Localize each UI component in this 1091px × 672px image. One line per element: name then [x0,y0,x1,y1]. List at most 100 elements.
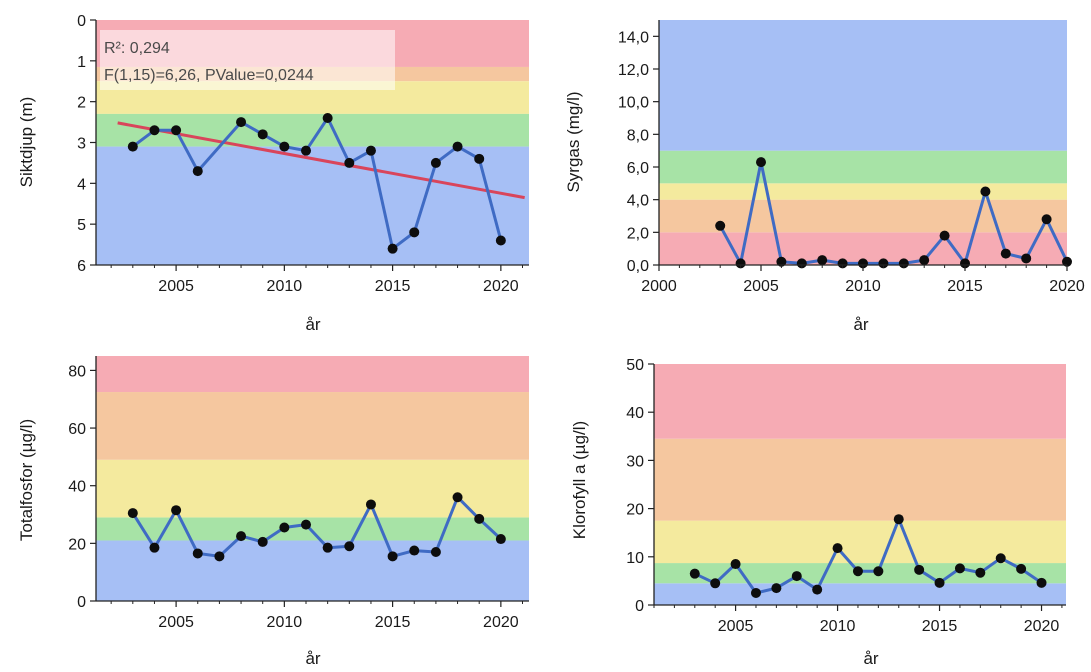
x-tick-label: 2005 [743,278,779,295]
x-tick-label: 2020 [1024,618,1060,635]
data-point [1021,253,1032,264]
y-tick-label: 3 [77,136,86,153]
y-tick-label: 5 [77,217,86,234]
data-point [771,583,782,594]
data-point [995,553,1006,564]
data-point [236,117,247,128]
data-point [149,542,160,553]
class-band [96,356,529,393]
x-tick-label: 2015 [922,618,958,635]
data-point [495,534,506,545]
data-point [344,157,355,168]
data-point [919,255,930,266]
data-point [214,551,225,562]
data-point [837,258,848,269]
y-tick-label: 2 [77,95,86,112]
x-tick-label: 2005 [158,614,194,631]
data-point [832,543,843,554]
data-point [192,166,203,177]
data-point [878,258,889,269]
data-point [1036,577,1047,588]
class-band [96,146,529,265]
class-band [96,392,529,460]
x-tick-label: 2020 [483,614,519,631]
data-point [812,584,823,595]
y-tick-label: 50 [626,357,644,374]
y-tick-label: 0 [77,13,86,30]
y-tick-label: 4 [77,176,86,193]
data-point [914,564,925,575]
data-point [365,145,376,156]
y-tick-label: 8,0 [627,127,649,144]
data-point [715,220,726,231]
data-point [301,145,312,156]
data-point [149,125,160,136]
class-band [659,183,1067,200]
data-point [236,531,247,542]
data-point [192,548,203,559]
y-tick-label: 10 [626,550,644,567]
y-tick-label: 6,0 [627,160,649,177]
y-tick-label: 10,0 [618,95,649,112]
y-tick-label: 0,0 [627,258,649,275]
y-tick-label: 20 [626,502,644,519]
x-tick-label: 2005 [158,278,194,295]
x-tick-label: 2005 [718,618,754,635]
data-point [474,513,485,524]
annotation-background [100,30,395,90]
data-point [452,492,463,503]
trend-line [117,121,525,200]
class-band [96,459,529,518]
y-tick-label: 0 [77,594,86,611]
y-axis-label: Totalfosfor (µg/l) [17,419,36,541]
y-axis-label: Klorofyll a (µg/l) [570,421,589,539]
data-point [1062,256,1072,267]
y-tick-label: 14,0 [618,29,649,46]
data-point [852,566,863,577]
data-point [387,551,398,562]
data-point [452,141,463,152]
x-tick-label: 2010 [267,614,303,631]
class-band [96,517,529,541]
data-point [1041,214,1052,225]
data-point [365,499,376,510]
y-tick-label: 0 [635,598,644,615]
data-point [409,227,420,238]
x-axis-label: år [863,649,878,668]
y-tick-label: 4,0 [627,193,649,210]
y-tick-label: 40 [626,405,644,422]
data-point [756,157,766,168]
x-axis-label: år [305,315,320,334]
data-point [939,230,950,241]
data-point [257,129,268,140]
data-point [817,255,828,266]
panel-totalfosfor: 2005 2010 2015 2020 0 20 40 60 80 år Totalfosfor… [17,356,529,668]
data-point [387,243,398,254]
data-point [898,258,909,269]
x-axis-label: år [305,649,320,668]
x-tick-label: 2020 [1049,278,1085,295]
data-point [730,559,741,570]
x-tick-label: 2015 [375,614,411,631]
data-point [791,571,802,582]
x-tick-label: 2015 [375,278,411,295]
data-point [171,505,182,516]
class-band [659,199,1067,233]
class-band [659,150,1067,184]
y-axis-label: Syrgas (mg/l) [564,91,583,192]
data-point [796,258,807,269]
y-tick-label: 30 [626,453,644,470]
data-point [954,563,965,574]
data-point [257,536,268,547]
x-tick-label: 2020 [483,278,519,295]
class-band [654,364,1066,439]
x-tick-label: 2010 [820,618,856,635]
data-point [960,258,970,269]
y-tick-label: 1 [77,54,86,71]
data-point [127,508,138,519]
data-point [934,577,945,588]
data-point [301,519,312,530]
x-axis-label: år [853,315,868,334]
data-point [975,567,986,578]
